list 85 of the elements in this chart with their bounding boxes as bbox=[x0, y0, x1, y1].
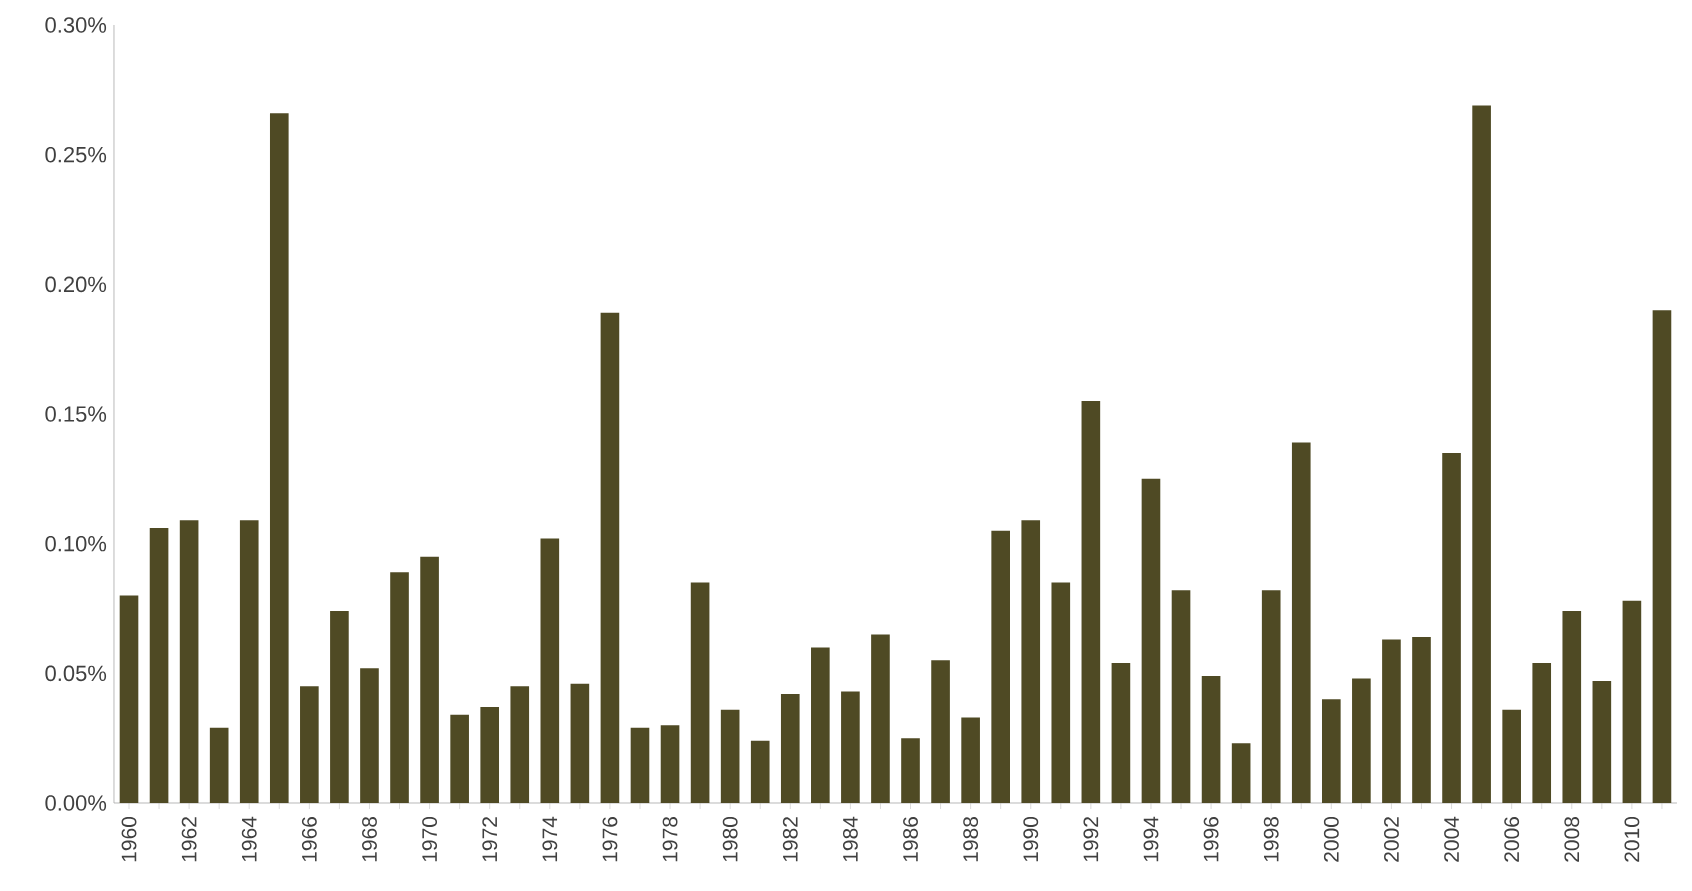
bar bbox=[390, 572, 409, 803]
y-tick-label: 0.05% bbox=[45, 665, 107, 682]
x-tick-label: 2002 bbox=[1384, 817, 1399, 862]
bar bbox=[1111, 662, 1131, 803]
bar bbox=[1652, 310, 1672, 803]
bar bbox=[1291, 442, 1311, 803]
x-tick-label: 1988 bbox=[963, 817, 979, 862]
x-tick-label: 1960 bbox=[121, 816, 137, 862]
x-tick-label: 1964 bbox=[241, 816, 257, 862]
y-tick-label: 0.10% bbox=[45, 535, 107, 552]
x-tick-label: 2006 bbox=[1504, 817, 1520, 862]
x-tick-label: 1982 bbox=[782, 817, 798, 862]
y-tick-label: 0.00% bbox=[45, 795, 107, 811]
bar bbox=[1382, 639, 1401, 803]
bar bbox=[330, 611, 349, 803]
bar bbox=[209, 727, 229, 803]
bar bbox=[149, 528, 169, 803]
x-tick-label: 1978 bbox=[662, 817, 678, 862]
bar bbox=[1171, 590, 1191, 803]
bar bbox=[1231, 743, 1251, 803]
x-tick-label: 1994 bbox=[1143, 816, 1159, 862]
bar bbox=[570, 683, 590, 803]
x-tick-label: 1972 bbox=[482, 817, 498, 862]
bar bbox=[1502, 709, 1521, 803]
bar bbox=[1261, 590, 1281, 803]
bar bbox=[540, 538, 560, 803]
x-tick-label: 1976 bbox=[602, 817, 618, 862]
bar bbox=[1592, 681, 1612, 803]
y-tick-label: 0.20% bbox=[45, 276, 107, 293]
x-tick-label: 1968 bbox=[362, 817, 377, 862]
bar bbox=[1472, 105, 1491, 803]
x-tick-label: 1962 bbox=[181, 817, 197, 862]
bar bbox=[1201, 675, 1221, 803]
y-tick-label: 0.30% bbox=[45, 17, 107, 33]
bar bbox=[901, 738, 920, 803]
bar bbox=[119, 595, 139, 803]
bar bbox=[300, 686, 319, 803]
x-tick-label: 1974 bbox=[542, 816, 558, 862]
x-tick-label: 1998 bbox=[1263, 817, 1279, 862]
x-tick-label: 1990 bbox=[1023, 816, 1039, 862]
y-tick-label: 0.25% bbox=[45, 146, 107, 163]
x-tick-label: 2010 bbox=[1624, 816, 1640, 862]
y-tick-label: 0.15% bbox=[45, 406, 107, 422]
bar bbox=[1412, 637, 1431, 803]
bar bbox=[931, 660, 950, 803]
bar bbox=[1622, 600, 1642, 803]
bar bbox=[630, 727, 650, 803]
bar bbox=[1442, 452, 1461, 803]
bar bbox=[660, 725, 680, 803]
bar bbox=[1141, 478, 1161, 803]
x-tick-label: 2008 bbox=[1564, 817, 1580, 862]
bar bbox=[871, 634, 890, 803]
bar bbox=[961, 717, 980, 803]
bar bbox=[750, 740, 770, 803]
bar bbox=[1562, 611, 1582, 803]
bar bbox=[811, 647, 830, 803]
bar bbox=[239, 520, 259, 803]
x-tick-label: 2000 bbox=[1323, 816, 1339, 862]
bar bbox=[360, 668, 379, 803]
bar bbox=[1081, 401, 1101, 803]
bar bbox=[841, 691, 860, 803]
x-tick-label: 2004 bbox=[1444, 816, 1459, 862]
bar bbox=[720, 709, 740, 803]
bar bbox=[1532, 662, 1552, 803]
x-tick-label: 1980 bbox=[722, 816, 738, 862]
bar bbox=[1322, 699, 1341, 803]
bar bbox=[510, 686, 530, 803]
x-tick-label: 1986 bbox=[903, 817, 918, 862]
bar bbox=[1051, 582, 1071, 803]
bar bbox=[600, 312, 620, 803]
x-tick-label: 1966 bbox=[301, 817, 317, 862]
bar bbox=[179, 520, 199, 803]
bar bbox=[450, 714, 469, 803]
bar bbox=[780, 694, 800, 803]
x-tick-label: 1992 bbox=[1083, 817, 1099, 862]
bar bbox=[1352, 678, 1371, 803]
bar bbox=[420, 556, 439, 803]
bar bbox=[1021, 520, 1041, 803]
bar bbox=[991, 530, 1010, 803]
x-tick-label: 1984 bbox=[842, 816, 858, 862]
x-tick-label: 1970 bbox=[422, 816, 438, 862]
x-tick-label: 1996 bbox=[1203, 817, 1219, 862]
bar bbox=[269, 113, 289, 803]
bar bbox=[690, 582, 710, 803]
bar bbox=[480, 707, 500, 803]
